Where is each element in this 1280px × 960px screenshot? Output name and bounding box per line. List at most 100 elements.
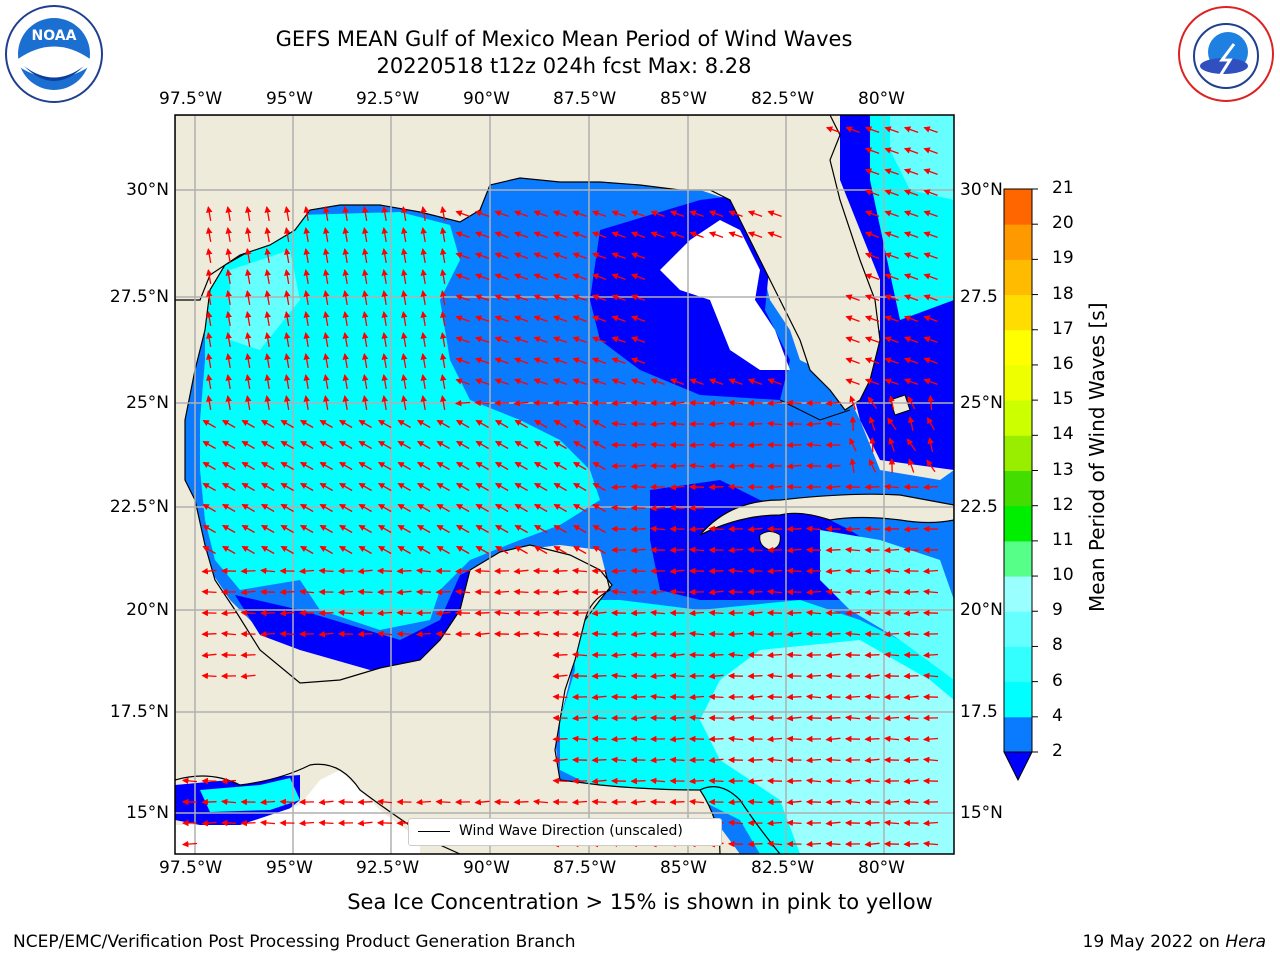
wave-direction-arrow bbox=[377, 440, 392, 450]
wave-direction-arrow bbox=[552, 672, 568, 680]
wave-direction-arrow bbox=[591, 756, 607, 764]
wave-direction-arrow bbox=[864, 126, 880, 134]
colorbar-band-9-10 bbox=[1004, 576, 1032, 612]
wave-direction-arrow bbox=[708, 651, 724, 659]
wave-direction-arrow bbox=[591, 714, 607, 722]
wave-direction-arrow bbox=[435, 609, 451, 617]
wave-direction-arrow bbox=[357, 567, 373, 575]
wave-direction-arrow bbox=[280, 461, 294, 471]
footer-host: Hera bbox=[1225, 932, 1266, 952]
wave-direction-arrow bbox=[221, 482, 236, 492]
wave-direction-arrow bbox=[884, 357, 899, 365]
wave-direction-arrow bbox=[303, 311, 310, 327]
wave-direction-arrow bbox=[440, 332, 447, 348]
wave-direction-arrow bbox=[206, 395, 213, 411]
wave-direction-arrow bbox=[766, 567, 783, 575]
wave-direction-arrow bbox=[455, 294, 470, 302]
wave-direction-arrow bbox=[298, 567, 315, 575]
wave-direction-arrow bbox=[727, 819, 744, 827]
wave-direction-arrow bbox=[669, 714, 685, 722]
wave-direction-arrow bbox=[436, 545, 450, 555]
wave-direction-arrow bbox=[927, 416, 935, 431]
wave-direction-arrow bbox=[825, 819, 841, 827]
wave-direction-arrow bbox=[397, 524, 411, 534]
lon-tick-bottom-7: 82.5°W bbox=[751, 858, 815, 878]
wave-direction-arrow bbox=[533, 273, 548, 281]
wave-direction-arrow bbox=[689, 210, 704, 218]
wave-direction-arrow bbox=[240, 651, 256, 659]
wave-direction-arrow bbox=[825, 630, 841, 638]
wave-direction-arrow bbox=[630, 777, 646, 785]
wave-direction-arrow bbox=[284, 311, 291, 327]
wave-direction-arrow bbox=[766, 819, 783, 827]
wave-direction-arrow bbox=[475, 545, 489, 555]
wave-direction-arrow bbox=[420, 227, 427, 243]
colorbar-band-16-17 bbox=[1004, 329, 1032, 366]
wave-direction-arrow bbox=[513, 273, 529, 281]
colorbar-label-14: 14 bbox=[1052, 424, 1074, 445]
wave-direction-arrow bbox=[825, 735, 841, 743]
colorbar-title: Mean Period of Wind Waves [s] bbox=[1085, 302, 1109, 612]
wave-direction-arrow bbox=[260, 545, 275, 555]
wave-direction-arrow bbox=[766, 651, 783, 659]
wave-direction-arrow bbox=[825, 420, 841, 428]
wave-direction-arrow bbox=[514, 482, 528, 492]
wave-direction-arrow bbox=[342, 353, 349, 369]
wave-direction-arrow bbox=[903, 378, 919, 386]
wave-direction-arrow bbox=[474, 378, 490, 386]
wave-direction-arrow bbox=[611, 378, 626, 386]
colorbar-band-11-12 bbox=[1004, 505, 1032, 542]
wave-direction-arrow bbox=[727, 462, 744, 470]
wave-direction-arrow bbox=[727, 546, 744, 554]
wave-direction-arrow bbox=[299, 419, 314, 429]
wave-direction-arrow bbox=[708, 210, 724, 218]
wave-direction-arrow bbox=[708, 756, 724, 764]
wave-direction-arrow bbox=[728, 231, 743, 239]
wave-direction-arrow bbox=[241, 524, 255, 534]
wave-direction-arrow bbox=[494, 482, 509, 492]
wave-direction-arrow bbox=[303, 374, 310, 390]
wave-direction-arrow bbox=[338, 419, 353, 429]
wave-direction-arrow bbox=[883, 735, 900, 743]
wave-direction-arrow bbox=[907, 416, 915, 431]
wave-direction-arrow bbox=[396, 609, 412, 617]
wave-direction-arrow bbox=[455, 378, 470, 386]
atlantic-band-6-8s bbox=[890, 115, 954, 200]
wave-direction-arrow bbox=[903, 147, 919, 155]
lat-tick-right-3: 25°N bbox=[960, 393, 1003, 413]
wave-direction-arrow bbox=[533, 440, 548, 450]
wave-direction-arrow bbox=[323, 332, 330, 348]
wave-direction-arrow bbox=[883, 714, 900, 722]
wave-direction-arrow bbox=[630, 546, 646, 554]
wave-direction-arrow bbox=[610, 483, 627, 491]
wave-direction-arrow bbox=[552, 777, 568, 785]
wave-direction-arrow bbox=[591, 273, 607, 281]
wave-direction-arrow bbox=[553, 419, 567, 429]
wave-direction-arrow bbox=[474, 357, 490, 365]
wave-direction-arrow bbox=[319, 440, 333, 450]
wave-direction-arrow bbox=[766, 483, 783, 491]
wave-direction-arrow bbox=[922, 588, 939, 596]
wave-direction-arrow bbox=[669, 735, 685, 743]
wave-direction-arrow bbox=[494, 273, 509, 281]
wave-direction-arrow bbox=[376, 609, 393, 617]
wave-direction-arrow bbox=[303, 395, 310, 411]
wave-direction-arrow bbox=[303, 290, 310, 306]
wave-direction-arrow bbox=[440, 248, 447, 264]
wave-direction-arrow bbox=[825, 714, 841, 722]
wave-direction-arrow bbox=[649, 588, 666, 596]
wave-direction-arrow bbox=[669, 588, 685, 596]
wave-direction-arrow bbox=[786, 819, 802, 827]
wave-direction-arrow bbox=[376, 798, 393, 806]
wave-direction-arrow bbox=[903, 546, 919, 554]
wave-direction-arrow bbox=[260, 440, 275, 450]
wave-direction-arrow bbox=[922, 567, 939, 575]
wave-direction-arrow bbox=[864, 588, 880, 596]
wave-direction-arrow bbox=[280, 440, 294, 450]
wave-direction-arrow bbox=[747, 441, 763, 449]
land-honduras-coast bbox=[699, 786, 781, 854]
wave-direction-arrow bbox=[436, 503, 450, 513]
wave-direction-arrow bbox=[514, 503, 528, 513]
wave-direction-arrow bbox=[494, 419, 509, 429]
wave-direction-arrow bbox=[903, 273, 919, 281]
